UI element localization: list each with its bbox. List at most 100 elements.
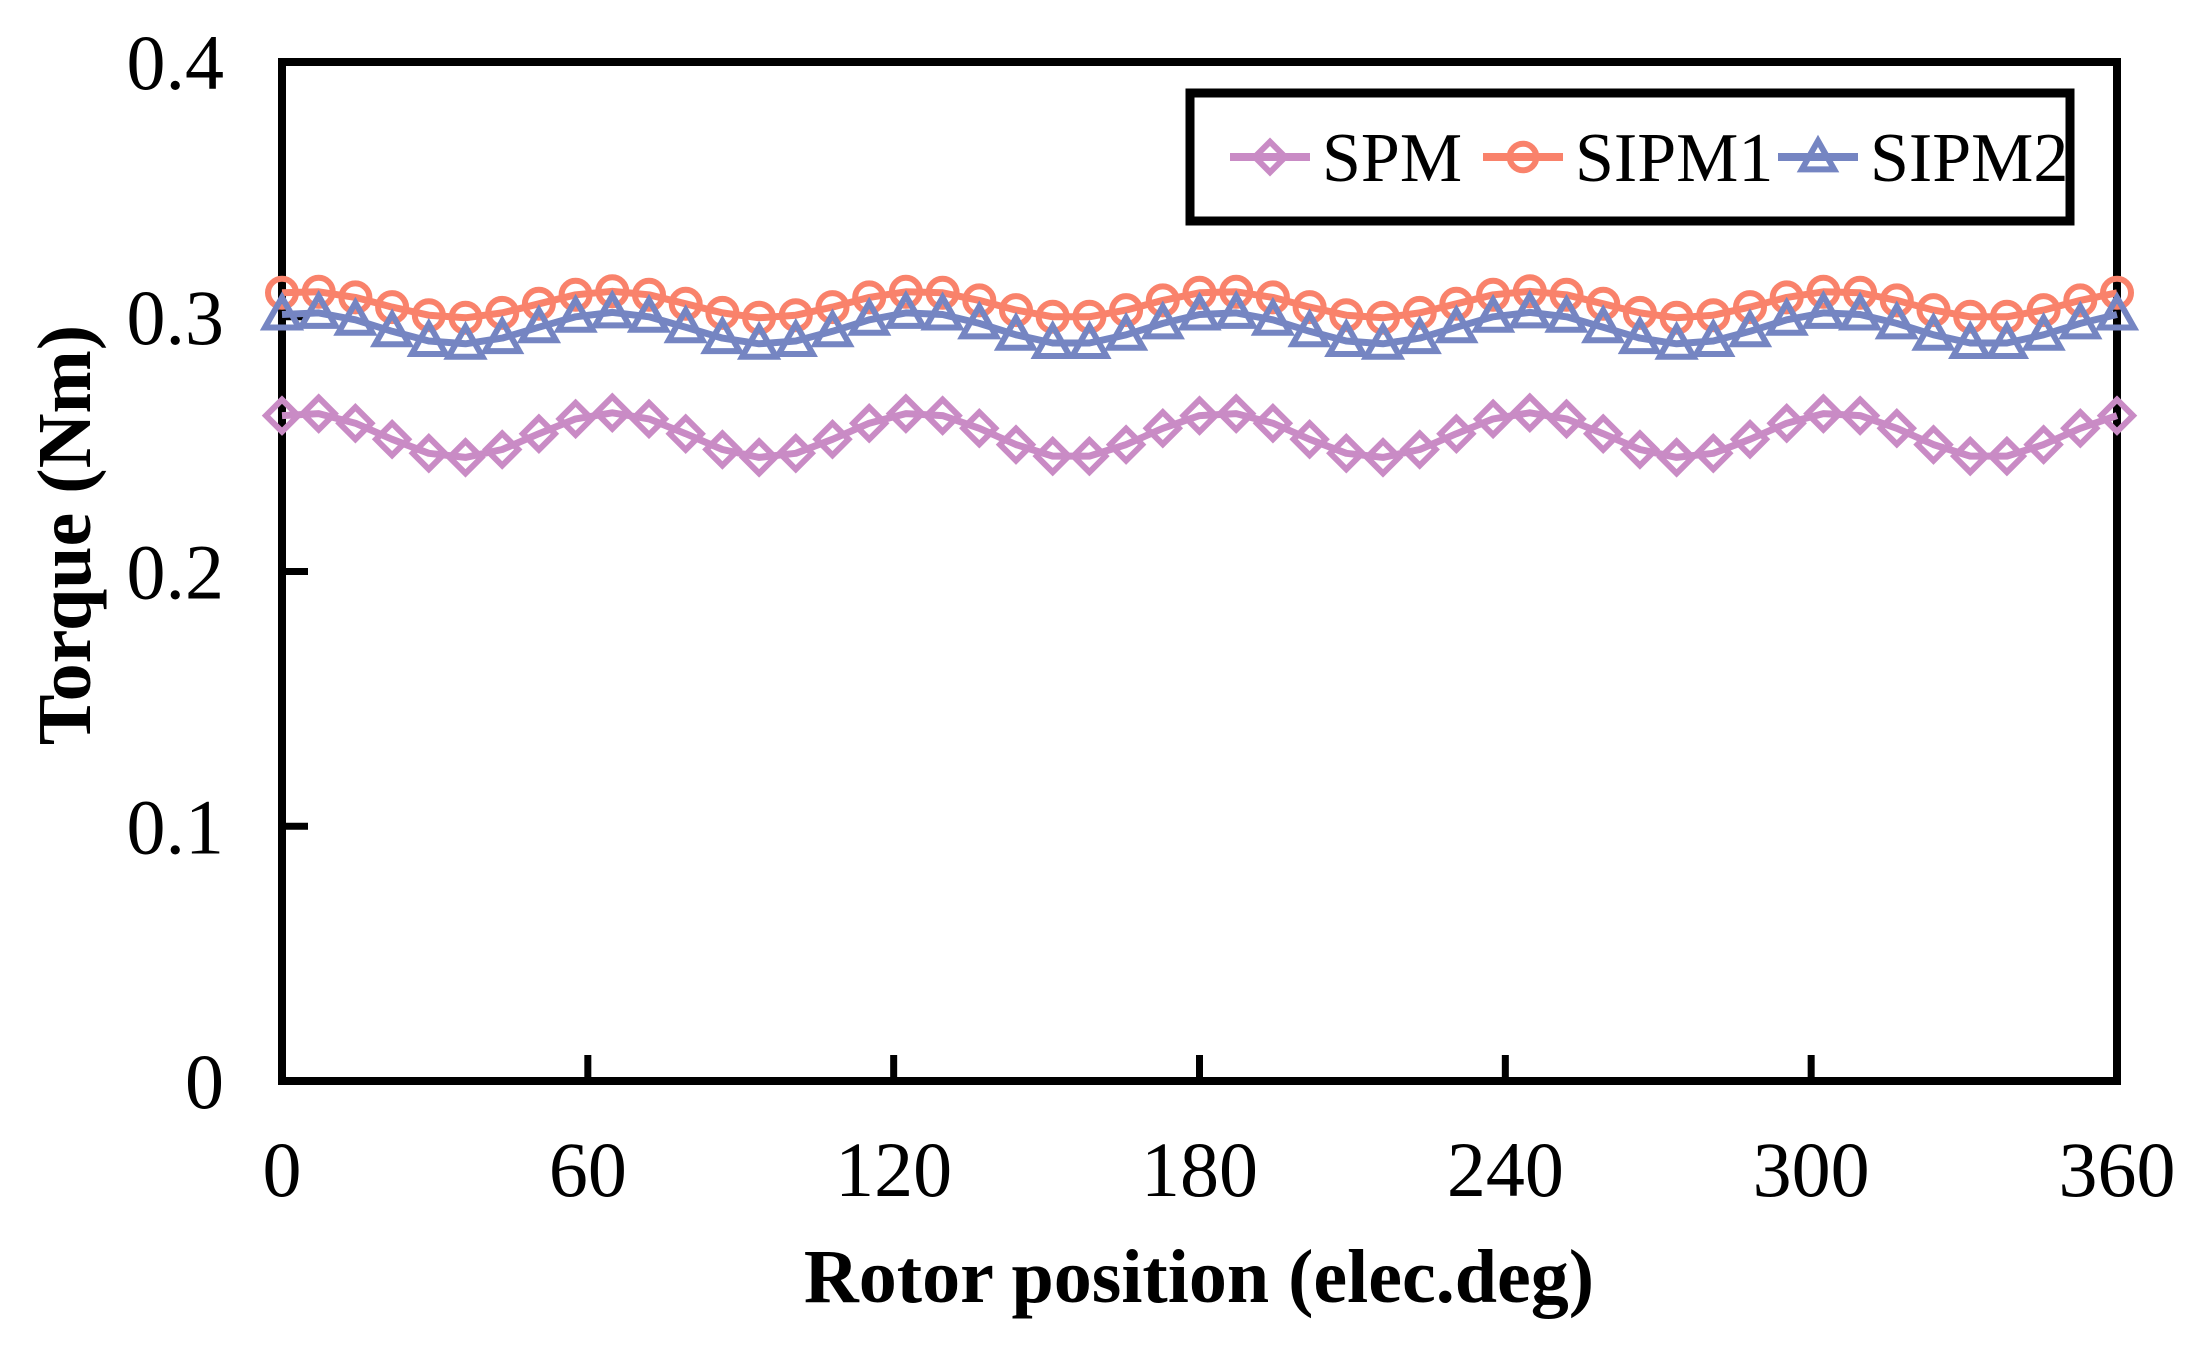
axis-tick-labels: 0 60 120 180 240 300 360 0 0.1 0.2 0.3 0.4 [127,19,2176,1213]
x-tick-label: 120 [835,1126,952,1213]
axis-ticks [286,313,1815,1077]
marker-triangle [516,304,562,344]
marker-triangle [1067,319,1112,359]
marker-triangle [1397,315,1442,355]
marker-diamond [628,398,670,440]
marker-circle [1843,275,1878,310]
marker-circle [2063,283,2098,318]
legend: SPM SIPM1 SIPM2 [1185,88,2075,226]
marker-diamond [922,395,963,436]
marker-triangle [553,293,598,333]
series-markers-SIPM2 [259,289,2140,360]
marker-diamond [1142,408,1184,449]
marker-circle [595,274,630,309]
marker-triangle [736,320,782,360]
marker-circle [301,274,336,309]
marker-diamond [848,402,890,444]
marker-diamond [1215,393,1257,434]
marker-triangle [1360,320,1406,360]
y-axis-title: Torque (Nm) [23,325,107,745]
legend-label-SPM: SPM [1322,120,1462,197]
marker-circle [632,277,666,312]
marker-diamond [1582,413,1624,454]
legend-box [1185,88,2075,226]
marker-triangle [1801,289,1846,329]
x-tick-label: 180 [1141,1126,1258,1213]
legend-label-SIPM2: SIPM2 [1870,120,2068,197]
marker-triangle [993,311,1039,351]
marker-triangle [296,289,341,329]
marker-triangle [1544,293,1589,333]
marker-diamond [335,402,376,444]
marker-circle [1916,293,1951,328]
marker-triangle [2021,311,2066,351]
marker-diamond [812,419,853,460]
marker-circle [338,280,373,315]
marker-triangle [1948,319,1993,359]
marker-circle [265,275,299,310]
y-tick-label: 0.2 [127,529,225,616]
marker-diamond [261,395,303,436]
marker-triangle [626,293,672,333]
marker-triangle [1214,289,1259,329]
marker-circle [1439,286,1474,321]
marker-circle [852,280,887,315]
marker-triangle [1177,291,1222,331]
marker-triangle [1507,289,1552,329]
marker-diamond [775,433,817,474]
marker-diamond [1766,402,1807,444]
x-tick-label: 60 [549,1126,627,1213]
x-tick-label: 0 [263,1126,302,1213]
marker-triangle [1030,319,1075,359]
marker-circle [1769,280,1804,315]
marker-circle [558,277,593,312]
marker-triangle [1617,315,1663,355]
marker-circle [888,274,923,309]
data-series [259,274,2140,478]
x-axis-title: Rotor position (elec.deg) [804,1235,1594,1319]
marker-circle [1292,290,1327,325]
marker-diamond [1619,429,1661,470]
marker-triangle [1837,291,1883,331]
x-tick-label: 300 [1753,1126,1870,1213]
marker-circle [375,290,410,325]
marker-diamond [445,437,486,478]
marker-triangle [1140,300,1185,340]
legend-label-SIPM1: SIPM1 [1575,120,1773,197]
marker-triangle [957,300,1002,340]
marker-diamond [371,419,413,460]
marker-triangle [810,308,855,348]
marker-triangle [663,304,708,344]
marker-diamond [1250,137,1290,177]
marker-circle [925,275,960,310]
marker-circle [1219,274,1254,309]
marker-diamond [2096,395,2138,436]
marker-diamond [1693,433,1734,474]
y-tick-label: 0.1 [127,783,225,870]
marker-triangle [1287,308,1332,348]
marker-circle [1476,277,1511,312]
marker-circle [1255,280,1290,315]
marker-circle [999,293,1033,328]
marker-diamond [702,429,743,470]
marker-triangle [700,315,745,355]
marker-diamond [592,392,633,434]
y-tick-label: 0 [185,1038,224,1125]
marker-triangle [2094,291,2140,331]
marker-circle [2026,293,2061,328]
marker-triangle [1103,311,1149,351]
series-markers-SPM [261,392,2138,478]
marker-diamond [1105,424,1147,465]
marker-diamond [1509,392,1551,434]
marker-diamond [1289,419,1330,460]
marker-diamond [1069,435,1110,477]
marker-circle [962,283,997,318]
marker-diamond [518,413,560,454]
marker-triangle [480,315,525,355]
marker-triangle [590,289,635,329]
y-tick-label: 0.3 [127,274,225,361]
marker-triangle [1691,317,1736,357]
marker-diamond [1839,395,1881,436]
